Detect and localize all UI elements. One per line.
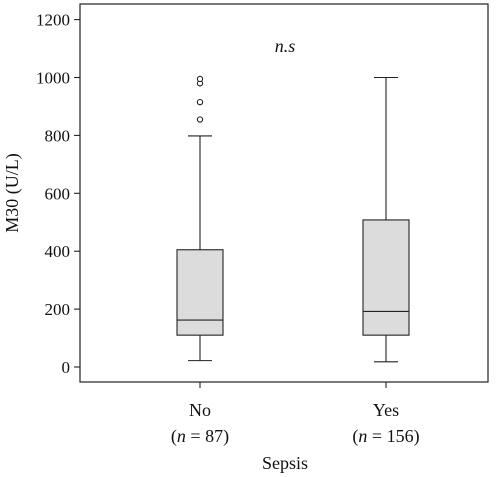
box-group-no — [176, 75, 224, 362]
iqr-box — [176, 249, 224, 336]
y-tick-label: 800 — [45, 126, 71, 145]
x-axis-title: Sepsis — [262, 453, 308, 473]
y-tick-label: 600 — [45, 184, 71, 203]
plot-frame — [79, 3, 489, 383]
outlier-point — [196, 75, 204, 83]
x-category-n-label: (n = 87) — [171, 426, 229, 447]
y-tick-label: 200 — [45, 300, 71, 319]
y-tick-label: 0 — [62, 358, 71, 377]
y-tick-label: 400 — [45, 242, 71, 261]
x-category-label: No — [189, 400, 211, 420]
boxes-layer — [176, 75, 410, 388]
outlier-point — [196, 116, 204, 123]
box-group-yes — [362, 76, 410, 363]
iqr-box — [362, 219, 410, 336]
y-axis-title: M30 (U/L) — [2, 153, 23, 233]
x-category-n-label: (n = 156) — [352, 426, 419, 447]
x-axis-labels: No (n = 87) Yes (n = 156) — [171, 400, 420, 447]
y-axis: 0 200 400 600 800 1000 1200 — [36, 11, 80, 377]
y-tick-label: 1200 — [36, 11, 70, 30]
outlier-point — [196, 98, 204, 106]
x-category-label: Yes — [373, 400, 399, 420]
y-tick-label: 1000 — [36, 69, 70, 88]
significance-annotation: n.s — [275, 36, 296, 56]
